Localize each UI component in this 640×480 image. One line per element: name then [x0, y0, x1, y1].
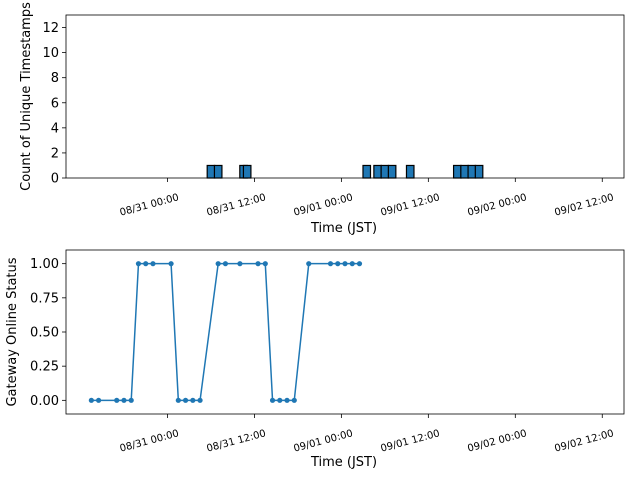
data-point	[182, 397, 189, 403]
data-point	[335, 261, 341, 267]
bar	[452, 164, 462, 179]
y-tick-label: 0	[51, 172, 59, 187]
data-point	[262, 261, 268, 267]
data-point	[255, 261, 261, 267]
bar	[373, 164, 382, 179]
data-point	[121, 397, 127, 403]
y-axis-label: Count of Unique Timestamps	[19, 2, 34, 191]
y-tick-label: 1.00	[30, 257, 59, 272]
data-point	[356, 261, 363, 267]
data-point	[269, 397, 276, 403]
x-axis-label: Time (JST)	[310, 455, 377, 470]
y-tick-label: 12	[42, 21, 59, 36]
data-point	[349, 261, 355, 267]
y-tick-label: 2	[51, 146, 59, 161]
data-point	[342, 261, 348, 267]
x-axis-label: Time (JST)	[310, 221, 377, 236]
data-point	[135, 261, 142, 267]
data-point	[128, 397, 134, 403]
data-point	[327, 261, 334, 267]
data-point	[284, 397, 290, 403]
y-tick-label: 10	[42, 46, 59, 61]
y-tick-label: 8	[51, 71, 59, 86]
bar	[467, 164, 477, 179]
data-point	[168, 261, 174, 267]
data-point	[291, 397, 297, 403]
bar	[405, 164, 415, 179]
bar	[380, 164, 390, 179]
plot-frame	[65, 14, 625, 179]
y-tick-label: 0.50	[30, 326, 59, 341]
status-line	[91, 262, 360, 402]
data-point	[277, 397, 283, 403]
bar	[387, 164, 397, 179]
data-point	[114, 397, 120, 403]
bar	[460, 164, 469, 179]
bar-series	[206, 164, 484, 179]
y-axis-ticks: 0.00 0.25 0.50 0.75 1.00	[30, 257, 66, 409]
data-point	[150, 261, 156, 267]
y-tick-label: 0.75	[30, 291, 59, 306]
data-point	[197, 397, 203, 403]
y-axis-ticks: 0 2 4 6 8 10 12	[42, 21, 66, 187]
data-point	[175, 397, 181, 403]
data-point	[222, 261, 229, 267]
bar	[213, 164, 223, 179]
y-tick-label: 0.00	[30, 394, 59, 409]
y-axis-label: Gateway Online Status	[5, 257, 20, 406]
data-point	[96, 397, 102, 403]
bar	[242, 164, 252, 179]
bar	[362, 164, 372, 179]
data-point	[237, 261, 243, 267]
data-point	[88, 397, 94, 403]
data-point	[190, 397, 196, 403]
y-tick-label: 4	[51, 121, 59, 136]
plot-frame	[65, 249, 625, 415]
y-tick-label: 6	[51, 96, 59, 111]
bar	[474, 164, 484, 179]
data-point	[143, 261, 149, 267]
data-point	[306, 261, 312, 267]
data-point	[215, 261, 221, 267]
bar	[206, 164, 216, 179]
y-tick-label: 0.25	[30, 360, 59, 375]
line-series	[88, 261, 363, 403]
